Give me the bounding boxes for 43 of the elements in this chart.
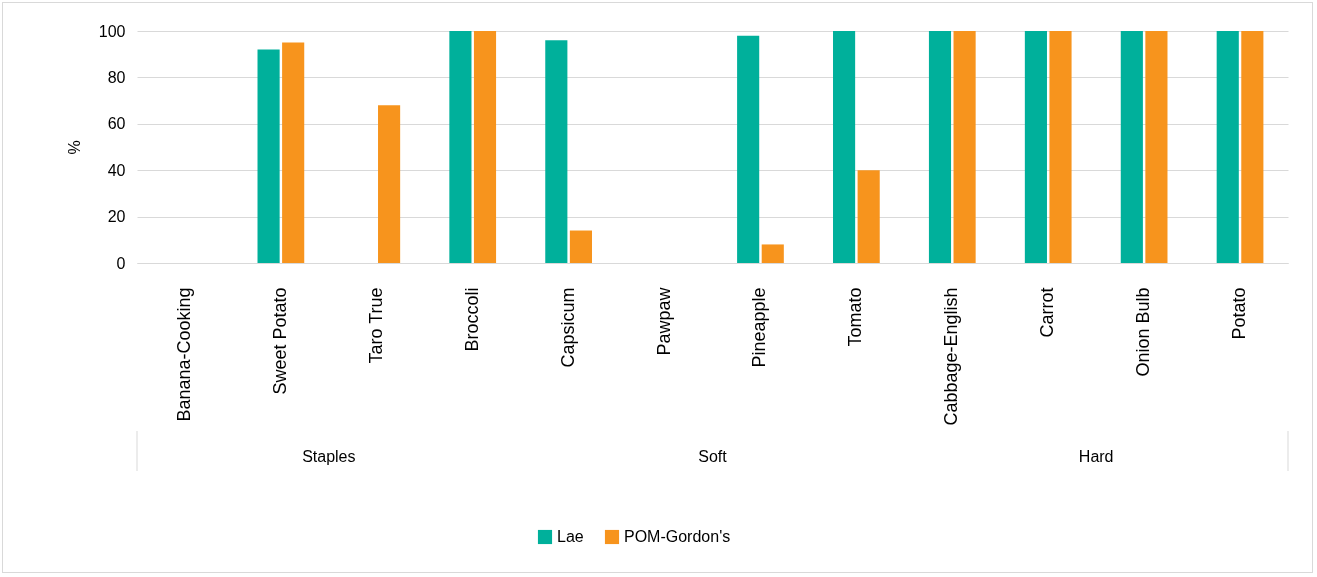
text: Staples bbox=[302, 448, 356, 465]
bar bbox=[473, 31, 497, 263]
y-tick-label: 20 bbox=[107, 208, 126, 226]
legend-label: Lae bbox=[557, 528, 584, 545]
y-tick-label: 40 bbox=[107, 161, 126, 179]
bar bbox=[1024, 31, 1047, 263]
bar bbox=[545, 40, 568, 263]
y-axis-title: % bbox=[65, 140, 83, 155]
bar bbox=[1049, 31, 1072, 263]
x-tick-label: Capsicum bbox=[557, 287, 578, 368]
bar bbox=[857, 170, 880, 263]
bar bbox=[833, 31, 856, 263]
bar bbox=[928, 31, 952, 263]
y-tick-label: 100 bbox=[98, 22, 126, 40]
x-tick-label: Broccoli bbox=[461, 287, 482, 352]
bar bbox=[282, 42, 305, 263]
x-tick-label: Tomato bbox=[845, 287, 866, 347]
legend-label: POM-Gordon's bbox=[624, 528, 731, 545]
x-tick-label: Sweet Potato bbox=[269, 287, 290, 395]
y-tick-label: 0 bbox=[116, 254, 126, 272]
bar bbox=[1145, 31, 1168, 263]
bar bbox=[1241, 31, 1264, 263]
bar bbox=[953, 31, 976, 263]
x-tick-label: Carrot bbox=[1037, 287, 1058, 338]
bar bbox=[449, 31, 472, 263]
x-tick-label: Taro True bbox=[365, 287, 386, 364]
x-tick-label: Cabbage-English bbox=[941, 287, 962, 426]
x-tick-label: Potato bbox=[1229, 287, 1250, 340]
x-tick-label: Pawpaw bbox=[653, 286, 674, 356]
bar bbox=[761, 244, 784, 263]
y-tick-label: 60 bbox=[107, 115, 126, 133]
bar bbox=[737, 35, 760, 263]
text: Soft bbox=[698, 448, 728, 465]
bar bbox=[1216, 31, 1239, 263]
bar bbox=[257, 49, 280, 263]
bar bbox=[569, 230, 592, 263]
x-tick-label: Banana-Cooking bbox=[173, 287, 194, 422]
bar bbox=[1120, 31, 1143, 263]
x-tick-label: Pineapple bbox=[749, 287, 770, 368]
x-tick-label: Onion Bulb bbox=[1133, 287, 1154, 377]
text: Hard bbox=[1078, 448, 1114, 465]
bar bbox=[378, 105, 401, 263]
y-tick-label: 80 bbox=[107, 68, 126, 86]
